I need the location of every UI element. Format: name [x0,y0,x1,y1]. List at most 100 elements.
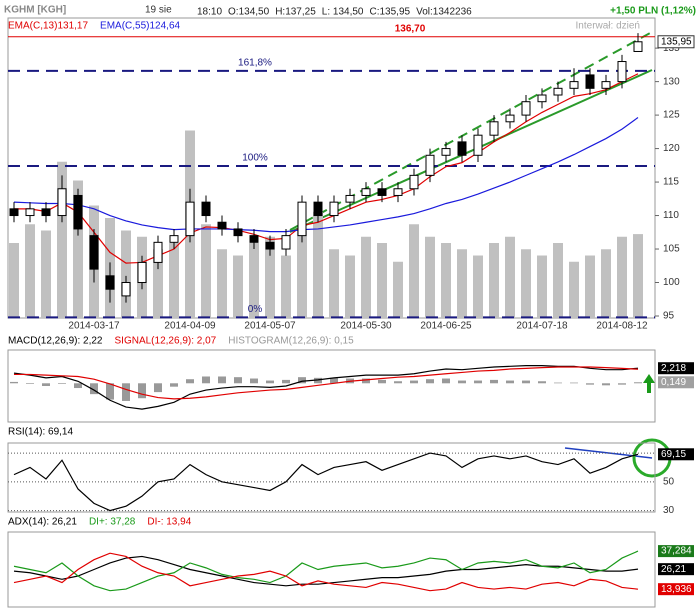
header-volume: Vol:1342236 [416,7,472,18]
volume-bar [217,249,227,318]
x-tick-label: 2014-03-17 [68,321,120,332]
candle-body [329,201,339,217]
histogram-bar [106,383,114,400]
histogram-bar [122,383,130,401]
candle-body [233,228,243,237]
volume-bar [169,243,179,318]
header-close: C:135,95 [370,7,411,18]
candle-body [281,235,291,250]
histogram-bar [282,379,290,384]
histogram-bar [74,383,82,389]
volume-bar [601,249,611,318]
candle-body [601,81,611,89]
volume-bar [57,161,67,318]
y-tick-label: 30 [663,505,675,516]
x-tick-label: 2014-05-07 [244,321,296,332]
candle-body [537,94,547,103]
value-marker-label: 69,15 [661,449,686,460]
volume-bar [505,236,515,318]
header-open: O:134,50 [228,7,270,18]
candle-body [617,61,627,83]
volume-bar [41,230,51,318]
volume-bar [9,243,19,318]
volume-bar [249,243,259,318]
value-marker-box [658,448,694,461]
y-tick-label: 100 [663,277,680,288]
histogram-bar [186,379,194,384]
candle-body [41,208,51,217]
panel-frame [7,531,656,608]
volume-bar [377,243,387,318]
histogram-bar [138,383,146,399]
ema-line [14,73,639,264]
last-price-label: 135,95 [661,36,692,47]
histogram-bar [154,383,162,393]
histogram-bar [602,383,610,386]
candle-body [553,87,563,96]
value-marker-box [658,545,694,558]
volume-bar [585,255,595,318]
y-tick-label: 110 [663,210,679,221]
candle-body [569,81,579,89]
y-tick-label: 95 [663,311,675,322]
histogram-bar [394,381,402,384]
level-label: 136,70 [395,23,426,34]
histogram-bar [458,380,466,384]
ema-line [13,117,639,233]
candle-body [217,221,227,230]
histogram-bar [410,380,418,384]
indicator-line [13,365,639,410]
candle-body [361,188,371,196]
x-tick-label: 2014-06-25 [420,321,472,332]
y-tick-label: 115 [663,177,679,188]
value-marker-box [658,376,694,389]
histogram-bar [618,383,626,385]
candle-body [377,188,387,196]
date: 19 sie [145,5,172,16]
volume-bar [281,255,291,318]
candle-body [457,141,467,156]
candle-body [137,261,147,284]
volume-bar [329,249,339,318]
y-tick-label: 125 [663,110,680,121]
volume-bar [617,236,627,318]
x-tick-label: 2014-08-12 [596,321,648,332]
volume-bar [265,236,275,318]
candle-body [185,201,195,237]
histogram-bar [90,383,98,395]
histogram-bar [298,377,306,384]
histogram-bar [378,379,386,384]
candle-body [121,282,131,297]
volume-bar [489,243,499,318]
legend-entry: HISTOGRAM(12,26,9): 0,15 [228,336,354,347]
value-marker-box [658,362,694,375]
y-tick-label: 105 [663,244,680,255]
histogram-bar [42,383,50,386]
x-tick-label: 2014-05-30 [340,321,392,332]
volume-bar [121,230,131,318]
candle-body [345,194,355,203]
indicator-line [13,550,639,592]
legend-entry: EMA(C,13)131,17 [8,21,88,32]
volume-bar [73,180,83,318]
indicator-line [13,452,639,512]
legend-entry: MACD(12,26,9): 2,22 [8,336,103,347]
indicator-line [13,555,639,587]
level-label: 100% [242,153,268,164]
value-marker-box [658,563,694,576]
volume-bar [201,224,211,318]
candle-body [473,134,483,156]
candle-body [89,235,99,270]
histogram-bar [234,377,242,384]
y-tick-label: 130 [663,76,680,87]
volume-bar [537,255,547,318]
histogram-bar [586,383,594,385]
histogram-bar [58,383,66,384]
value-marker-label: 2,218 [661,363,686,374]
candle-body [393,188,403,196]
histogram-bar [474,380,482,384]
last-price-box [657,35,695,49]
histogram-bar [250,378,258,384]
candle-body [153,241,163,263]
